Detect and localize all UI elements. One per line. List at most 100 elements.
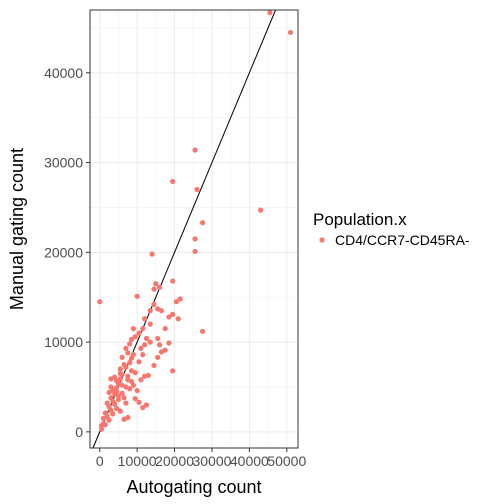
data-point xyxy=(127,341,133,347)
y-axis-ticks: 0 10000 20000 30000 40000 xyxy=(44,65,90,440)
data-point xyxy=(155,354,161,360)
data-point xyxy=(97,299,103,305)
data-point xyxy=(142,342,148,348)
data-point xyxy=(130,326,136,332)
data-point xyxy=(156,342,163,348)
legend-title: Population.x xyxy=(313,210,407,229)
y-tick-label: 20000 xyxy=(44,244,83,260)
data-point xyxy=(192,147,198,153)
data-point xyxy=(170,178,176,185)
data-point xyxy=(151,301,157,307)
x-tick-label: 0 xyxy=(96,453,104,469)
x-tick-label: 40000 xyxy=(230,453,269,469)
legend-entry-label: CD4/CCR7-CD45RA- xyxy=(335,232,470,248)
data-point xyxy=(162,326,168,332)
data-point xyxy=(115,396,122,403)
data-point xyxy=(155,335,161,342)
data-point xyxy=(134,387,140,394)
data-point xyxy=(170,311,176,317)
data-point xyxy=(153,281,159,287)
data-point xyxy=(123,364,129,370)
data-point xyxy=(128,336,135,342)
data-point xyxy=(192,248,198,255)
data-point xyxy=(106,417,112,423)
data-point xyxy=(177,296,183,302)
data-point xyxy=(158,308,165,314)
data-point xyxy=(136,330,142,336)
data-point xyxy=(194,186,200,193)
data-point xyxy=(134,293,140,299)
legend: Population.x CD4/CCR7-CD45RA- xyxy=(313,210,470,248)
data-point xyxy=(113,385,120,391)
x-tick-label: 50000 xyxy=(267,453,306,469)
legend-key-dot xyxy=(319,237,325,243)
data-point xyxy=(142,316,148,322)
data-point xyxy=(173,299,180,305)
data-point xyxy=(136,399,142,405)
data-point xyxy=(151,362,157,369)
data-point xyxy=(267,10,273,16)
data-point xyxy=(200,328,206,334)
data-point xyxy=(121,416,127,422)
data-point xyxy=(110,411,116,417)
data-point xyxy=(156,284,163,290)
data-point xyxy=(143,402,150,408)
data-point xyxy=(112,401,118,407)
grid-lines xyxy=(90,10,298,448)
data-point xyxy=(121,395,127,401)
data-point xyxy=(113,388,120,395)
data-point xyxy=(158,349,165,355)
data-point xyxy=(123,400,129,406)
data-point xyxy=(138,377,144,383)
data-point xyxy=(132,334,138,340)
data-point xyxy=(119,390,125,396)
data-point xyxy=(117,376,123,382)
data-points xyxy=(97,10,294,432)
data-point xyxy=(140,405,146,411)
data-point xyxy=(125,373,131,379)
x-tick-label: 10000 xyxy=(118,453,157,469)
data-point xyxy=(125,377,131,383)
panel-border xyxy=(89,9,299,449)
data-point xyxy=(117,370,123,377)
data-point xyxy=(123,384,129,390)
data-point xyxy=(140,352,146,358)
data-point xyxy=(113,405,120,412)
data-point xyxy=(170,278,176,284)
data-point xyxy=(108,376,114,382)
data-point xyxy=(125,350,131,356)
data-point xyxy=(115,393,122,399)
data-point xyxy=(138,345,144,351)
data-point xyxy=(287,29,294,36)
data-point xyxy=(257,207,264,213)
y-tick-label: 0 xyxy=(75,424,83,440)
data-point xyxy=(117,408,123,414)
y-tick-label: 10000 xyxy=(44,334,83,350)
data-point xyxy=(166,340,172,346)
data-point xyxy=(147,308,153,314)
data-point xyxy=(130,352,136,358)
data-point xyxy=(143,335,150,342)
data-point xyxy=(151,286,157,292)
data-point xyxy=(147,321,153,327)
data-point xyxy=(100,415,107,421)
data-point xyxy=(136,359,142,365)
data-point xyxy=(200,220,206,226)
x-tick-label: 20000 xyxy=(155,453,194,469)
x-axis-title: Autogating count xyxy=(126,477,261,497)
y-tick-label: 40000 xyxy=(44,65,83,81)
data-point xyxy=(175,316,181,322)
y-tick-label: 30000 xyxy=(44,155,83,171)
y-axis-title: Manual gating count xyxy=(7,148,27,310)
data-point xyxy=(149,251,155,257)
data-point xyxy=(132,370,138,376)
data-point xyxy=(132,396,138,402)
data-point xyxy=(140,326,146,332)
data-point xyxy=(147,339,153,345)
panel-background xyxy=(90,10,298,448)
data-point xyxy=(119,354,125,360)
data-point xyxy=(192,236,198,242)
data-point xyxy=(145,372,151,378)
